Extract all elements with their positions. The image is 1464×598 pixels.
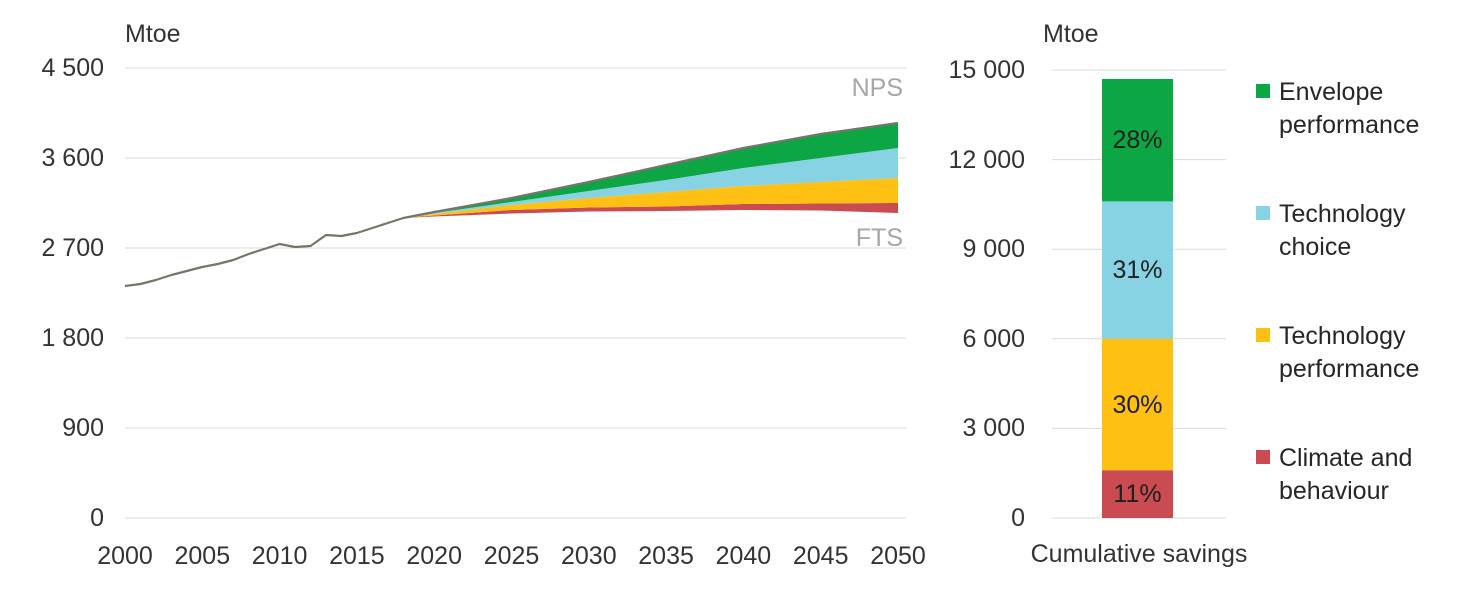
left-y-tick-label: 1 800 xyxy=(41,324,104,352)
percent-label-technology-performance: 30% xyxy=(1112,390,1163,419)
left-y-tick-label: 0 xyxy=(90,504,104,532)
x-axis-category-label: Cumulative savings xyxy=(1030,540,1248,568)
legend-item-label: Envelope performance xyxy=(1279,78,1420,139)
left-x-tick-label: 2025 xyxy=(483,542,540,570)
left-y-tick-label: 4 500 xyxy=(41,54,104,82)
bar-segment-climate-and-behaviour xyxy=(1102,470,1173,518)
left-x-tick-label: 2035 xyxy=(638,542,694,570)
legend-item-technology-performance: Technology performance xyxy=(1256,320,1464,386)
area-band-envelope-performance xyxy=(403,123,898,218)
bar-segment-technology-choice xyxy=(1102,201,1173,339)
right-y-tick-label: 0 xyxy=(1011,504,1025,532)
left-y-tick-label: 3 600 xyxy=(41,144,104,172)
legend-item-technology-choice: Technology choice xyxy=(1256,198,1464,264)
legend-item-label: Technology choice xyxy=(1279,200,1406,261)
right-y-tick-label: 3 000 xyxy=(962,414,1025,443)
left-x-tick-label: 2030 xyxy=(560,542,617,570)
percent-label-envelope-performance: 28% xyxy=(1112,126,1163,155)
left-x-tick-label: 2000 xyxy=(97,542,153,570)
axis-title-left: Mtoe xyxy=(125,20,181,48)
legend-item-label: Climate and behaviour xyxy=(1279,444,1413,505)
technology-performance-swatch-icon xyxy=(1256,328,1270,342)
axis-title-right: Mtoe xyxy=(1043,20,1099,48)
area-band-technology-choice xyxy=(403,148,898,218)
legend-item-label: Technology performance xyxy=(1279,322,1420,383)
right-y-tick-label: 12 000 xyxy=(948,145,1025,174)
area-band-technology-performance xyxy=(403,178,898,218)
envelope-performance-swatch-icon xyxy=(1256,84,1270,98)
right-y-tick-label: 15 000 xyxy=(948,56,1025,84)
right-y-tick-label: 9 000 xyxy=(962,235,1025,264)
legend-item-climate-and-behaviour: Climate and behaviour xyxy=(1256,442,1464,508)
left-y-tick-label: 2 700 xyxy=(41,234,104,262)
fts-label: FTS xyxy=(855,224,903,252)
percent-label-climate-and-behaviour: 11% xyxy=(1113,480,1162,509)
left-x-tick-label: 2045 xyxy=(792,542,849,570)
history-nps-line xyxy=(124,121,899,288)
percent-label-technology-choice: 31% xyxy=(1112,256,1163,285)
climate-and-behaviour-swatch-icon xyxy=(1256,450,1270,464)
bar-segment-envelope-performance xyxy=(1102,78,1173,202)
nps-label: NPS xyxy=(851,74,903,102)
legend-item-envelope-performance: Envelope performance xyxy=(1256,76,1464,142)
left-x-tick-label: 2010 xyxy=(251,542,308,570)
left-y-tick-label: 900 xyxy=(62,414,104,442)
left-x-tick-label: 2015 xyxy=(329,542,385,570)
left-x-tick-label: 2005 xyxy=(174,542,231,570)
technology-choice-swatch-icon xyxy=(1256,206,1270,220)
left-x-tick-label: 2020 xyxy=(406,542,462,570)
left-x-tick-label: 2050 xyxy=(870,542,926,570)
area-band-climate-and-behaviour xyxy=(403,203,898,218)
bar-segment-technology-performance xyxy=(1102,338,1173,471)
legend: Envelope performance Technology choice Tec… xyxy=(1256,76,1464,564)
right-y-tick-label: 6 000 xyxy=(962,324,1025,353)
left-x-tick-label: 2040 xyxy=(715,542,772,570)
